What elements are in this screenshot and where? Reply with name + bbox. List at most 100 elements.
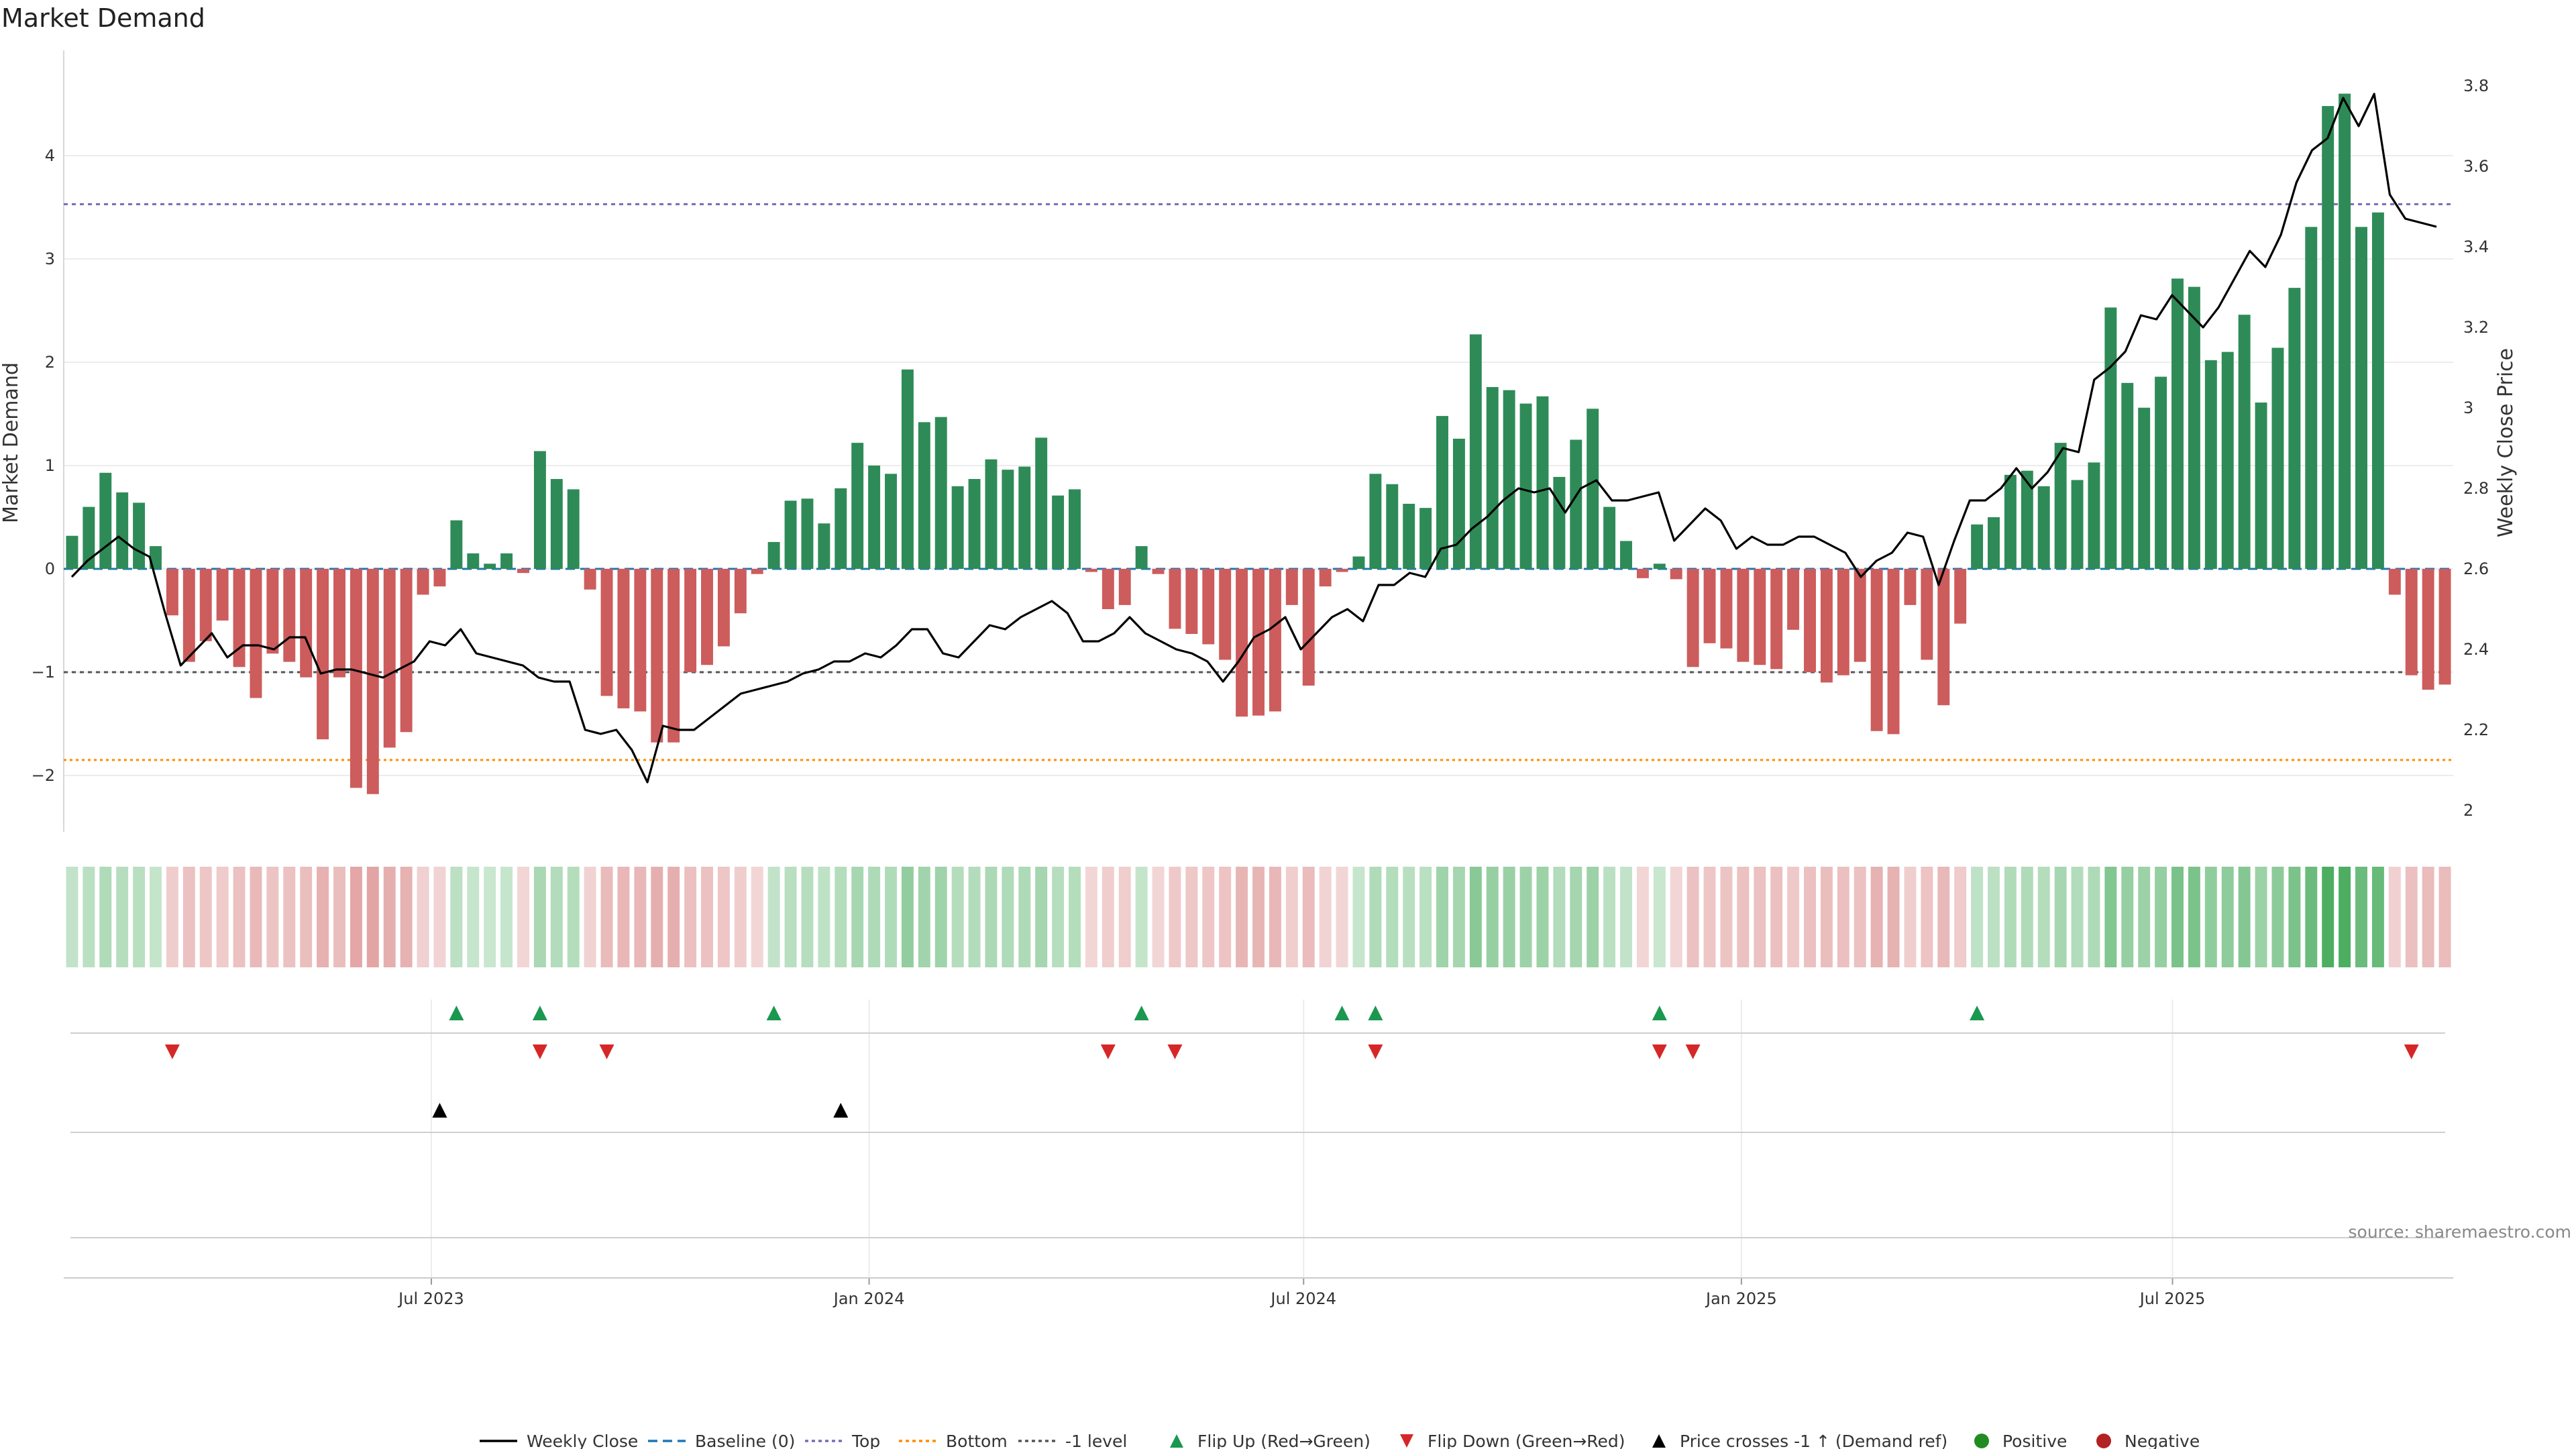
heat-cell: [2171, 867, 2184, 967]
heat-cell: [2355, 867, 2367, 967]
heat-cell: [333, 867, 345, 967]
heat-cell: [734, 867, 747, 967]
weekly-close-path: [70, 93, 2437, 784]
y2-tick-label: 3: [2463, 398, 2473, 417]
demand-bar: [517, 569, 529, 574]
demand-bar: [2221, 352, 2234, 569]
demand-bar: [1002, 470, 1014, 569]
demand-bar: [500, 553, 513, 569]
x-tick-label: Jul 2024: [1269, 1289, 1336, 1308]
demand-bar: [2188, 286, 2200, 569]
heat-cell: [1219, 867, 1232, 967]
heat-cell: [567, 867, 580, 967]
demand-bar: [1570, 439, 1582, 569]
heat-cell: [1052, 867, 1065, 967]
y2-tick-label: 2.4: [2463, 640, 2489, 659]
heat-cell: [182, 867, 195, 967]
heat-cell: [1486, 867, 1499, 967]
y-tick-label: 1: [45, 456, 55, 475]
demand-bar: [1252, 569, 1265, 716]
demand-bar: [751, 569, 763, 574]
heat-cell: [1085, 867, 1097, 967]
legend-label: Bottom: [946, 1432, 1008, 1449]
y-tick-label: 2: [45, 353, 55, 372]
demand-bar: [1302, 569, 1315, 686]
demand-bar: [968, 479, 981, 569]
heat-cell: [818, 867, 830, 967]
x-axis-ticks: Jul 2023 Jan 2024 Jul 2024 Jan 2025 Jul 2025: [397, 1289, 2205, 1308]
demand-bar: [1369, 474, 1382, 569]
demand-bar: [617, 569, 630, 708]
demand-bar: [1854, 569, 1866, 662]
heat-cell: [150, 867, 162, 967]
heat-cell: [767, 867, 780, 967]
x-gridlines: [64, 1000, 2453, 1285]
demand-bar: [851, 443, 864, 569]
demand-bar: [400, 569, 413, 733]
demand-bar: [684, 569, 697, 672]
demand-bar: [1018, 466, 1031, 569]
y2-tick-label: 3.6: [2463, 157, 2489, 176]
flip-up-marker: [1970, 1006, 1985, 1020]
demand-bar: [1285, 569, 1298, 605]
heat-cell: [1737, 867, 1750, 967]
demand-bar: [1269, 569, 1281, 712]
heat-cell: [617, 867, 630, 967]
demand-bar: [2155, 376, 2167, 569]
demand-bar: [734, 569, 747, 614]
heat-cell: [1386, 867, 1399, 967]
heat-cell: [1285, 867, 1298, 967]
heat-cell: [1069, 867, 1081, 967]
demand-bar: [600, 569, 613, 696]
heat-cell: [1686, 867, 1699, 967]
heat-cell: [2021, 867, 2033, 967]
heat-cell: [484, 867, 496, 967]
heat-cell: [2288, 867, 2301, 967]
demand-bar: [2438, 569, 2451, 685]
flip-down-marker: [1685, 1044, 1701, 1059]
demand-bar: [83, 506, 95, 569]
flip-down-marker: [532, 1044, 547, 1059]
demand-bar: [1670, 569, 1682, 580]
heat-cell: [1202, 867, 1215, 967]
heat-cell: [1670, 867, 1682, 967]
demand-bar: [1386, 484, 1399, 569]
price-cross-marker: [833, 1103, 849, 1118]
demand-bar: [1754, 569, 1766, 665]
demand-bar: [801, 498, 814, 569]
heat-cell: [1620, 867, 1632, 967]
demand-bar: [2088, 462, 2100, 569]
heat-cell: [1319, 867, 1332, 967]
source-note: source: sharemaestro.com: [2349, 1222, 2572, 1242]
heat-cell: [400, 867, 413, 967]
heat-cell: [2121, 867, 2134, 967]
heat-cell: [2322, 867, 2334, 967]
heat-cell: [968, 867, 981, 967]
y-tick-label: 0: [45, 559, 55, 578]
heat-cell: [784, 867, 797, 967]
heat-cell: [350, 867, 362, 967]
heat-cell: [1954, 867, 1967, 967]
demand-bar: [2271, 347, 2284, 569]
heat-cell: [1236, 867, 1248, 967]
demand-bar: [2288, 288, 2301, 569]
heat-cell: [166, 867, 178, 967]
demand-bar: [1770, 569, 1783, 669]
legend-label: Negative: [2125, 1432, 2200, 1449]
y2-tick-label: 2.8: [2463, 479, 2489, 498]
heat-cell: [2339, 867, 2351, 967]
demand-bar: [1870, 569, 1883, 731]
heat-cell: [1169, 867, 1181, 967]
demand-bar: [1135, 546, 1148, 569]
heat-cell: [417, 867, 429, 967]
heat-cell: [2371, 867, 2384, 967]
heat-cell: [1937, 867, 1950, 967]
heat-cell: [1921, 867, 1933, 967]
heat-cell: [2071, 867, 2084, 967]
heat-cell: [1336, 867, 1348, 967]
heat-cell: [2388, 867, 2401, 967]
demand-bar: [2021, 470, 2033, 569]
heat-cell: [2305, 867, 2318, 967]
demand-bar: [2339, 93, 2351, 570]
demand-bar: [233, 569, 246, 667]
